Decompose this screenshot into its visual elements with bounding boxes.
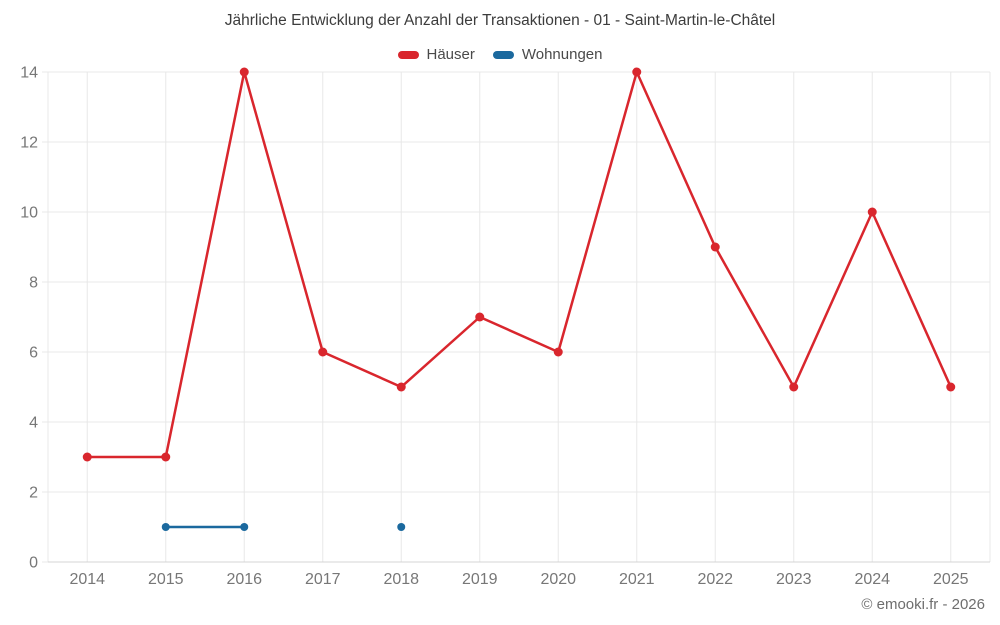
chart-title: Jährliche Entwicklung der Anzahl der Tra… xyxy=(224,12,776,29)
data-point-wohnungen[interactable] xyxy=(240,523,249,531)
y-axis-tick-label: 8 xyxy=(29,275,38,292)
y-axis-tick-label: 0 xyxy=(29,555,38,572)
y-axis-tick-label: 2 xyxy=(29,485,38,502)
legend-label-wohnungen: Wohnungen xyxy=(521,46,603,63)
legend-swatch-wohnungen xyxy=(492,50,514,59)
x-axis-tick-label: 2021 xyxy=(619,571,655,588)
data-point-haeuser[interactable] xyxy=(475,312,485,322)
legend-swatch-haeuser xyxy=(397,50,419,59)
data-point-haeuser[interactable] xyxy=(710,242,720,252)
legend-item-haeuser[interactable]: Häuser xyxy=(397,46,475,63)
y-axis-tick-label: 4 xyxy=(29,415,38,432)
data-point-wohnungen[interactable] xyxy=(161,523,170,531)
data-point-haeuser[interactable] xyxy=(239,67,249,77)
data-point-haeuser[interactable] xyxy=(82,452,92,462)
data-point-haeuser[interactable] xyxy=(632,67,642,77)
x-axis-tick-label: 2023 xyxy=(776,571,812,588)
y-axis-tick-label: 10 xyxy=(20,205,38,222)
y-axis-tick-label: 6 xyxy=(29,345,38,362)
x-axis-tick-label: 2015 xyxy=(148,571,184,588)
x-axis-tick-label: 2020 xyxy=(540,571,576,588)
y-axis-tick-label: 12 xyxy=(20,135,38,152)
data-point-haeuser[interactable] xyxy=(867,207,877,217)
copyright-footer: © emooki.fr - 2026 xyxy=(861,596,985,613)
x-axis-tick-label: 2014 xyxy=(69,571,105,588)
x-axis-tick-label: 2017 xyxy=(305,571,341,588)
data-point-haeuser[interactable] xyxy=(789,382,799,392)
data-point-haeuser[interactable] xyxy=(553,347,563,357)
x-axis-tick-label: 2016 xyxy=(226,571,262,588)
data-point-haeuser[interactable] xyxy=(946,382,956,392)
data-point-haeuser[interactable] xyxy=(396,382,406,392)
legend-label-haeuser: Häuser xyxy=(426,46,475,63)
x-axis-tick-label: 2025 xyxy=(933,571,969,588)
legend-item-wohnungen[interactable]: Wohnungen xyxy=(492,46,603,63)
y-axis-tick-label: 14 xyxy=(20,65,38,82)
x-axis-tick-label: 2018 xyxy=(383,571,419,588)
x-axis-tick-label: 2022 xyxy=(697,571,733,588)
data-point-haeuser[interactable] xyxy=(161,452,171,462)
chart-legend: Häuser Wohnungen xyxy=(0,46,1000,63)
data-point-wohnungen[interactable] xyxy=(397,523,406,531)
x-axis-tick-label: 2019 xyxy=(462,571,498,588)
x-axis-tick-label: 2024 xyxy=(854,571,890,588)
data-point-haeuser[interactable] xyxy=(318,347,328,357)
series-line-haeuser xyxy=(86,70,952,459)
